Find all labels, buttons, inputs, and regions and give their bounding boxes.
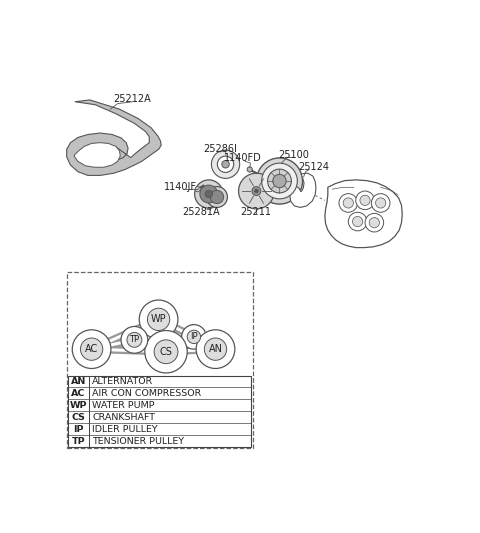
Text: 25211: 25211	[240, 206, 271, 216]
Circle shape	[121, 326, 148, 353]
Text: 1140FD: 1140FD	[224, 154, 262, 163]
Circle shape	[154, 340, 178, 364]
Text: 25212A: 25212A	[114, 94, 151, 104]
Polygon shape	[325, 180, 402, 248]
Circle shape	[217, 156, 234, 173]
Text: AN: AN	[208, 344, 223, 354]
Text: IDLER PULLEY: IDLER PULLEY	[92, 425, 158, 434]
Text: CS: CS	[159, 347, 172, 357]
Circle shape	[195, 187, 200, 192]
Text: 25100: 25100	[278, 150, 309, 159]
Circle shape	[262, 163, 297, 199]
Circle shape	[210, 190, 224, 204]
Polygon shape	[290, 173, 316, 207]
Text: AC: AC	[71, 389, 85, 398]
Circle shape	[200, 185, 218, 203]
Text: AN: AN	[71, 377, 86, 386]
Circle shape	[222, 160, 229, 168]
Circle shape	[187, 330, 201, 344]
Circle shape	[254, 189, 258, 193]
Text: IP: IP	[73, 425, 84, 434]
Circle shape	[72, 330, 111, 368]
Circle shape	[365, 213, 384, 232]
Circle shape	[127, 333, 142, 348]
Text: WP: WP	[70, 401, 87, 410]
Text: 25124: 25124	[298, 162, 329, 172]
Circle shape	[139, 300, 178, 339]
Circle shape	[360, 195, 370, 205]
Text: IP: IP	[190, 333, 198, 341]
Circle shape	[256, 158, 302, 204]
Bar	[67, 272, 252, 448]
Circle shape	[247, 167, 252, 172]
Circle shape	[372, 193, 390, 212]
Text: 25286I: 25286I	[203, 144, 237, 155]
Circle shape	[204, 338, 227, 360]
Text: CRANKSHAFT: CRANKSHAFT	[92, 413, 156, 422]
Text: TP: TP	[72, 437, 85, 446]
Circle shape	[348, 212, 367, 231]
Circle shape	[196, 330, 235, 368]
Text: WATER PUMP: WATER PUMP	[92, 401, 155, 410]
Circle shape	[343, 198, 353, 208]
Circle shape	[375, 198, 386, 208]
Circle shape	[181, 325, 206, 349]
Text: AC: AC	[85, 344, 98, 354]
Text: TP: TP	[129, 335, 140, 344]
Circle shape	[195, 180, 223, 208]
Polygon shape	[74, 143, 120, 167]
Circle shape	[352, 216, 363, 227]
Circle shape	[356, 191, 374, 209]
Circle shape	[239, 173, 274, 209]
Circle shape	[273, 174, 286, 188]
Circle shape	[206, 187, 228, 207]
Circle shape	[252, 187, 261, 196]
Text: CS: CS	[72, 413, 85, 422]
Text: AIR CON COMPRESSOR: AIR CON COMPRESSOR	[92, 389, 202, 398]
Text: WP: WP	[151, 314, 167, 325]
Circle shape	[369, 217, 380, 228]
Circle shape	[267, 169, 291, 193]
Polygon shape	[67, 100, 161, 175]
Circle shape	[211, 150, 240, 179]
Text: 25281A: 25281A	[182, 206, 220, 216]
Circle shape	[145, 330, 187, 373]
Text: TENSIONER PULLEY: TENSIONER PULLEY	[92, 437, 184, 446]
Text: 1140JF: 1140JF	[164, 182, 197, 192]
Text: ALTERNATOR: ALTERNATOR	[92, 377, 154, 386]
Bar	[68, 376, 251, 447]
Circle shape	[339, 193, 358, 212]
Circle shape	[205, 190, 213, 198]
Circle shape	[81, 338, 103, 360]
Circle shape	[147, 308, 170, 330]
